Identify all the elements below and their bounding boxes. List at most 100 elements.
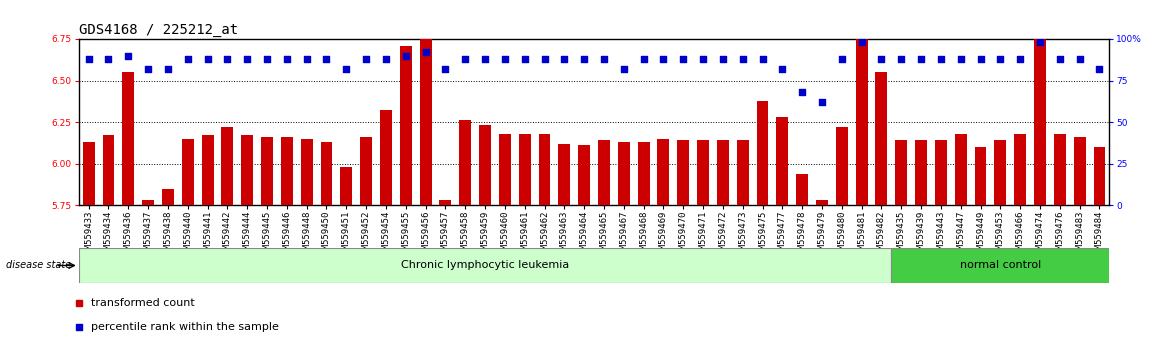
Point <box>535 56 554 62</box>
Point <box>595 56 614 62</box>
Bar <box>1093 147 1106 205</box>
Point <box>972 56 990 62</box>
Point <box>555 56 573 62</box>
Point <box>100 56 118 62</box>
Bar <box>142 200 154 205</box>
Bar <box>400 46 412 205</box>
Bar <box>618 142 630 205</box>
Bar <box>479 125 491 205</box>
Bar <box>182 139 193 205</box>
Point <box>892 56 910 62</box>
Bar <box>419 39 432 205</box>
Bar <box>658 139 669 205</box>
Bar <box>1073 137 1085 205</box>
Text: normal control: normal control <box>960 261 1041 270</box>
Bar <box>638 142 650 205</box>
Bar <box>875 72 887 205</box>
Point <box>496 56 514 62</box>
Point <box>198 56 217 62</box>
Text: Chronic lymphocytic leukemia: Chronic lymphocytic leukemia <box>401 261 570 270</box>
Bar <box>162 189 174 205</box>
Bar <box>816 200 828 205</box>
Point <box>872 56 891 62</box>
Text: transformed count: transformed count <box>91 298 195 308</box>
Text: GDS4168 / 225212_at: GDS4168 / 225212_at <box>79 23 237 36</box>
Bar <box>221 127 234 205</box>
Point <box>437 66 455 72</box>
Bar <box>935 141 947 205</box>
Text: disease state: disease state <box>6 261 71 270</box>
Bar <box>1034 27 1046 205</box>
Point <box>218 56 236 62</box>
Point <box>991 56 1010 62</box>
Point <box>139 66 157 72</box>
Point <box>223 200 242 205</box>
Point <box>1031 39 1049 45</box>
Bar <box>82 142 95 205</box>
Bar <box>360 137 372 205</box>
Point <box>774 66 792 72</box>
Point <box>793 89 812 95</box>
Bar <box>756 101 769 205</box>
Point <box>456 56 475 62</box>
Bar <box>261 137 273 205</box>
Bar <box>915 141 928 205</box>
Bar <box>301 139 313 205</box>
Bar <box>856 27 867 205</box>
Point <box>317 56 336 62</box>
Bar <box>123 72 134 205</box>
Bar <box>1054 134 1065 205</box>
Bar <box>717 141 728 205</box>
Point <box>417 50 435 55</box>
Point <box>1011 56 1029 62</box>
Bar <box>598 141 610 205</box>
Point <box>80 56 98 62</box>
Point <box>396 53 415 58</box>
Bar <box>440 200 452 205</box>
Point <box>178 56 197 62</box>
Point <box>237 56 256 62</box>
Bar <box>955 134 967 205</box>
Bar <box>499 134 511 205</box>
Point <box>654 56 673 62</box>
Point <box>278 56 296 62</box>
Bar <box>677 141 689 205</box>
Point <box>159 66 177 72</box>
Point <box>119 53 138 58</box>
Bar <box>1014 134 1026 205</box>
Bar <box>460 120 471 205</box>
Point <box>1050 56 1069 62</box>
Point <box>833 56 851 62</box>
Point <box>298 56 316 62</box>
Point <box>674 56 692 62</box>
Bar <box>380 110 391 205</box>
Bar <box>578 145 591 205</box>
Bar <box>736 141 749 205</box>
Point <box>476 56 494 62</box>
Bar <box>892 248 1109 283</box>
Point <box>852 39 871 45</box>
Point <box>753 56 771 62</box>
Bar <box>241 136 254 205</box>
Point <box>1090 66 1108 72</box>
Bar <box>538 134 550 205</box>
Point <box>694 56 712 62</box>
Bar <box>995 141 1006 205</box>
Point <box>615 66 633 72</box>
Point <box>357 56 375 62</box>
Point <box>932 56 951 62</box>
Point <box>635 56 653 62</box>
Bar <box>797 174 808 205</box>
Bar <box>975 147 987 205</box>
Point <box>337 66 356 72</box>
Point <box>258 56 277 62</box>
Bar <box>79 248 892 283</box>
Point <box>376 56 395 62</box>
Point <box>1070 56 1089 62</box>
Bar <box>103 136 115 205</box>
Point <box>733 56 752 62</box>
Point <box>515 56 534 62</box>
Text: percentile rank within the sample: percentile rank within the sample <box>91 322 279 332</box>
Bar <box>558 144 570 205</box>
Bar <box>776 117 789 205</box>
